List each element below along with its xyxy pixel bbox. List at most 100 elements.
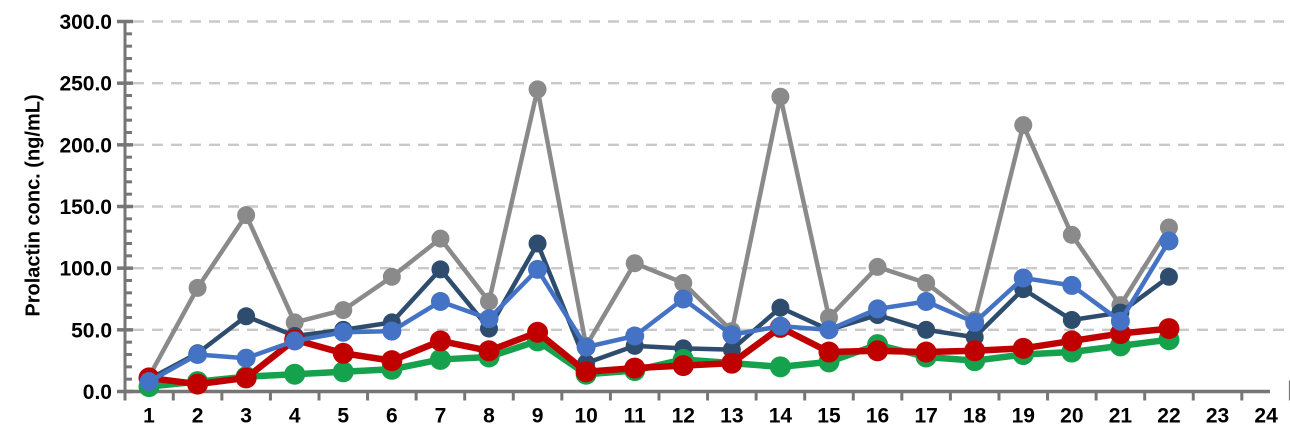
data-point-blue-x10	[576, 337, 596, 357]
x-tick-label: 17	[914, 405, 937, 428]
data-point-blue-x8	[479, 309, 499, 329]
series-line-red	[145, 324, 1173, 388]
x-tick-label: 20	[1060, 405, 1083, 428]
data-point-gray-x2	[188, 278, 207, 297]
x-tick-label: 4	[289, 405, 301, 428]
data-point-dark-slate-blue-x22	[1159, 267, 1178, 286]
data-point-gray-x16	[868, 257, 887, 276]
data-point-dark-slate-blue-x7	[431, 260, 450, 279]
x-tick-label: 2	[192, 405, 204, 428]
data-point-blue-x5	[333, 322, 353, 342]
data-point-red-x19	[1012, 337, 1034, 359]
x-tick-label: 19	[1012, 405, 1035, 428]
data-point-blue-x22	[1159, 231, 1179, 251]
series-line-blue	[146, 238, 1172, 384]
data-point-blue-x9	[528, 259, 548, 279]
x-tick-label: 5	[337, 405, 349, 428]
series-red	[138, 316, 1180, 395]
x-tick-label: 10	[574, 405, 597, 428]
y-axis-title-text: Prolactin conc. (ng/mL)	[22, 93, 45, 317]
y-tick-label: 200.0	[59, 134, 112, 157]
data-point-red-x6	[381, 350, 403, 372]
data-point-dark-slate-blue-x9	[528, 234, 547, 253]
y-tick-label: 0.0	[83, 381, 112, 404]
data-point-gray-x14	[771, 87, 790, 106]
series-line-dark-slate-blue	[146, 241, 1172, 382]
axes	[117, 19, 1290, 401]
x-tick-label: 3	[240, 405, 252, 428]
x-tick-label: 7	[435, 405, 447, 428]
data-point-red-x2	[187, 373, 209, 395]
data-point-gray-x4	[285, 313, 304, 332]
data-point-red-x13	[721, 352, 743, 374]
data-point-red-x3	[235, 367, 257, 389]
data-point-blue-x11	[625, 326, 645, 346]
data-point-blue-x4	[285, 331, 305, 351]
data-point-blue-x15	[819, 320, 839, 340]
y-tick-label: 100.0	[59, 258, 112, 281]
x-tick-label: 9	[532, 405, 544, 428]
x-tick-label: 11	[624, 405, 647, 428]
data-point-red-x17	[915, 341, 937, 363]
data-point-red-x5	[332, 342, 354, 364]
x-tick-label: 22	[1157, 405, 1180, 428]
data-point-blue-x7	[430, 291, 450, 311]
data-point-red-x22	[1158, 318, 1180, 340]
data-point-green-x5	[332, 361, 354, 383]
data-point-gray-x3	[237, 206, 256, 225]
data-point-red-x18	[964, 340, 986, 362]
data-point-gray-x17	[917, 273, 936, 292]
data-point-red-x9	[527, 321, 549, 343]
x-tick-label: 8	[483, 405, 495, 428]
data-point-red-x20	[1061, 330, 1083, 352]
x-tick-label: 18	[963, 405, 987, 428]
data-point-red-x7	[429, 330, 451, 352]
data-point-blue-x20	[1062, 275, 1082, 295]
series-line-gray	[146, 87, 1172, 379]
data-point-dark-slate-blue-x3	[237, 307, 256, 326]
x-tick-label: 6	[386, 405, 398, 428]
data-point-blue-x18	[965, 312, 985, 332]
data-point-red-x11	[624, 357, 646, 379]
data-point-blue-x14	[770, 316, 790, 336]
data-point-gray-x12	[674, 273, 693, 292]
data-point-red-x15	[818, 341, 840, 363]
data-point-blue-x3	[236, 348, 256, 368]
data-point-blue-x2	[188, 345, 208, 364]
x-tick-label: 1	[143, 405, 155, 428]
data-point-dark-slate-blue-x17	[917, 320, 936, 339]
data-point-red-x12	[672, 355, 694, 377]
y-tick-label: 300.0	[59, 11, 112, 34]
data-point-gray-x20	[1062, 225, 1081, 244]
data-point-dark-slate-blue-x20	[1062, 310, 1081, 329]
x-tick-label: 13	[720, 405, 743, 428]
data-point-blue-x12	[673, 289, 693, 309]
data-point-blue-x6	[382, 321, 402, 341]
data-point-gray-x7	[431, 229, 450, 248]
gridlines	[133, 20, 1286, 332]
y-tick-label: 250.0	[59, 73, 112, 96]
data-point-blue-x1	[139, 372, 159, 392]
x-tick-label: 24	[1254, 405, 1278, 428]
x-tick-label: 23	[1206, 405, 1229, 428]
series-blue	[139, 231, 1179, 392]
data-point-green-x14	[769, 356, 791, 378]
data-point-red-x8	[478, 340, 500, 362]
data-point-green-x7	[429, 348, 451, 370]
y-tick-label: 150.0	[59, 196, 112, 219]
y-tick-label: 50.0	[71, 319, 112, 342]
data-point-gray-x19	[1014, 116, 1033, 135]
data-point-blue-x13	[722, 325, 742, 345]
data-point-gray-x11	[625, 254, 644, 273]
data-point-gray-x6	[382, 267, 401, 286]
data-point-blue-x16	[868, 299, 888, 319]
x-tick-label: 15	[817, 405, 841, 428]
data-point-red-x10	[575, 361, 597, 383]
data-point-green-x4	[284, 363, 306, 385]
x-tick-label: 12	[672, 405, 695, 428]
data-point-red-x16	[867, 340, 889, 362]
y-axis-title: Prolactin conc. (ng/mL)	[14, 0, 54, 410]
